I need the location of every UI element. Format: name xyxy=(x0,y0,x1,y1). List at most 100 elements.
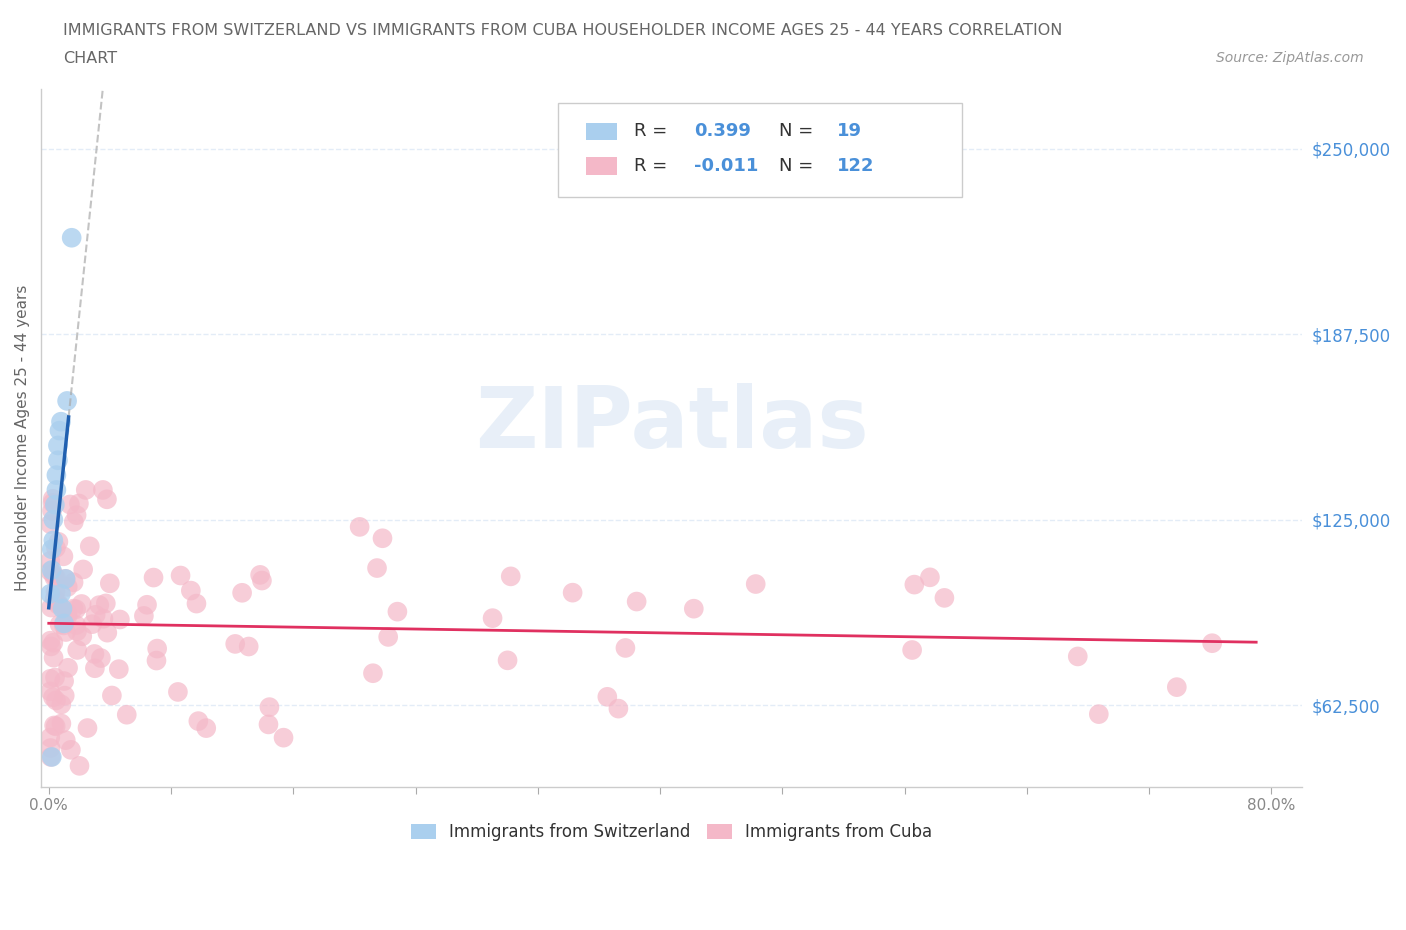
Point xyxy=(55,572,77,587)
Point xyxy=(59,742,82,757)
Point xyxy=(41,503,63,518)
Point xyxy=(607,701,630,716)
Point xyxy=(1166,680,1188,695)
Point xyxy=(46,597,69,612)
Point xyxy=(62,601,84,616)
Point xyxy=(62,575,84,590)
Point xyxy=(39,750,62,764)
Point xyxy=(55,571,77,586)
Point xyxy=(901,643,924,658)
Point xyxy=(49,586,72,601)
Point xyxy=(145,653,167,668)
Point xyxy=(596,689,619,704)
Text: R =: R = xyxy=(634,157,672,175)
Point xyxy=(142,570,165,585)
Y-axis label: Householder Income Ages 25 - 44 years: Householder Income Ages 25 - 44 years xyxy=(15,285,30,591)
Point xyxy=(60,231,83,246)
Text: ZIPatlas: ZIPatlas xyxy=(475,382,869,466)
Point xyxy=(39,633,62,648)
Point xyxy=(93,611,115,626)
Point xyxy=(91,483,114,498)
FancyBboxPatch shape xyxy=(586,157,617,175)
Point xyxy=(250,573,273,588)
Point xyxy=(70,629,93,644)
Point xyxy=(45,540,67,555)
Point xyxy=(626,594,648,609)
Text: 122: 122 xyxy=(837,157,875,175)
Point xyxy=(84,607,107,622)
Point xyxy=(249,567,271,582)
Point xyxy=(39,684,62,698)
Point xyxy=(48,617,70,631)
Point xyxy=(41,750,63,764)
Point xyxy=(45,468,67,483)
Point xyxy=(273,730,295,745)
Point xyxy=(55,607,77,622)
Point xyxy=(69,758,91,773)
Point xyxy=(224,636,246,651)
Point xyxy=(496,653,519,668)
Point xyxy=(89,598,111,613)
Point xyxy=(53,688,76,703)
Point xyxy=(52,618,75,632)
Point xyxy=(41,496,63,511)
Point xyxy=(98,576,121,591)
Point xyxy=(49,414,72,429)
Point xyxy=(259,699,281,714)
Point xyxy=(53,616,76,631)
Point xyxy=(45,570,67,585)
Point xyxy=(42,566,65,581)
Point xyxy=(75,483,97,498)
Point xyxy=(39,730,62,745)
Point xyxy=(377,630,399,644)
Point xyxy=(744,577,766,591)
Point xyxy=(39,553,62,568)
Point xyxy=(42,718,65,733)
Point xyxy=(56,605,79,620)
Text: IMMIGRANTS FROM SWITZERLAND VS IMMIGRANTS FROM CUBA HOUSEHOLDER INCOME AGES 25 -: IMMIGRANTS FROM SWITZERLAND VS IMMIGRANT… xyxy=(63,23,1063,38)
Text: 0.399: 0.399 xyxy=(695,122,751,140)
Point xyxy=(46,438,69,453)
Point xyxy=(65,618,87,632)
Point xyxy=(39,600,62,615)
Point xyxy=(56,608,79,623)
Point xyxy=(387,604,409,619)
Point xyxy=(39,517,62,532)
Point xyxy=(55,625,77,640)
Point xyxy=(56,579,79,594)
Point xyxy=(48,596,70,611)
Point xyxy=(231,585,253,600)
Point xyxy=(1088,707,1111,722)
Point xyxy=(1067,649,1090,664)
Point xyxy=(42,491,65,506)
Point xyxy=(48,535,70,550)
Point xyxy=(934,591,956,605)
Text: Source: ZipAtlas.com: Source: ZipAtlas.com xyxy=(1216,51,1364,65)
Point xyxy=(1201,636,1223,651)
Point xyxy=(62,514,84,529)
Point xyxy=(132,608,155,623)
Point xyxy=(90,651,112,666)
Point xyxy=(72,562,94,577)
Point xyxy=(41,563,63,578)
Point xyxy=(481,611,503,626)
Point xyxy=(44,671,66,685)
Point xyxy=(180,583,202,598)
Point xyxy=(238,639,260,654)
Point xyxy=(39,564,62,578)
Point xyxy=(55,733,77,748)
Point xyxy=(257,717,280,732)
Point xyxy=(366,561,388,576)
Point xyxy=(42,533,65,548)
Text: N =: N = xyxy=(779,122,818,140)
Point xyxy=(70,596,93,611)
Point xyxy=(82,617,104,631)
Point xyxy=(76,721,98,736)
Point xyxy=(45,693,67,708)
Point xyxy=(41,542,63,557)
Point xyxy=(195,721,218,736)
Point xyxy=(44,591,66,606)
Point xyxy=(115,708,138,723)
Point xyxy=(52,549,75,564)
Point xyxy=(45,719,67,734)
